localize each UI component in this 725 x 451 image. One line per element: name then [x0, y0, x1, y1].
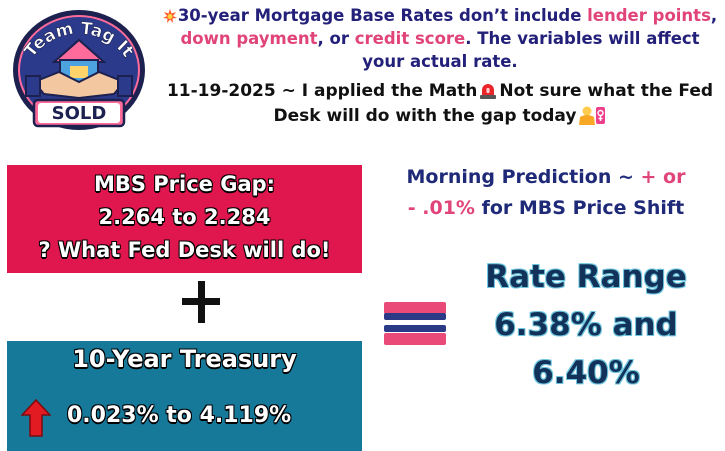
treasury-change: 0.023% to 4.119%: [67, 403, 292, 428]
header-text: 30-year Mortgage Base Rates don’t includ…: [160, 4, 720, 129]
morning-prediction: Morning Prediction ~ + or - .01% for MBS …: [406, 166, 686, 219]
mbs-question: ? What Fed Desk will do!: [38, 238, 331, 262]
credit-score-text: credit score: [354, 29, 466, 48]
rate-range-low: 6.38% and: [494, 307, 678, 343]
rate-range-title: Rate Range: [485, 259, 687, 295]
lender-points-text: lender points: [587, 6, 711, 25]
mbs-range: 2.264 to 2.284: [98, 205, 271, 229]
treasury-title: 10-Year Treasury: [72, 345, 297, 373]
rate-range-high: 6.40%: [532, 355, 640, 391]
collision-emoji-icon: [162, 9, 177, 23]
rate-range: Rate Range 6.38% and 6.40%: [455, 253, 717, 397]
red-up-arrow-icon: [21, 399, 51, 437]
header-line-2: 11-19-2025 ~ I applied the Math Not sure…: [166, 81, 714, 126]
treasury-box: 10-Year Treasury 0.023% to 4.119%: [7, 341, 362, 451]
logo-sold-text: SOLD: [52, 103, 107, 124]
plus-icon: [182, 281, 220, 323]
down-payment-text: down payment: [180, 29, 318, 48]
header-line-1: 30-year Mortgage Base Rates don’t includ…: [160, 4, 720, 73]
equals-icon: [384, 300, 446, 346]
person-shrugging-emoji-icon: [579, 106, 606, 125]
mbs-title: MBS Price Gap:: [93, 172, 276, 196]
siren-emoji-icon: [480, 84, 497, 99]
mbs-price-gap-box: MBS Price Gap: 2.264 to 2.284 ? What Fed…: [7, 165, 362, 273]
team-tag-it-sold-logo: Team Tag It SOLD: [4, 2, 154, 134]
